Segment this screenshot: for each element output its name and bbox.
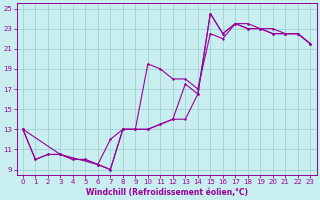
X-axis label: Windchill (Refroidissement éolien,°C): Windchill (Refroidissement éolien,°C)	[85, 188, 248, 197]
